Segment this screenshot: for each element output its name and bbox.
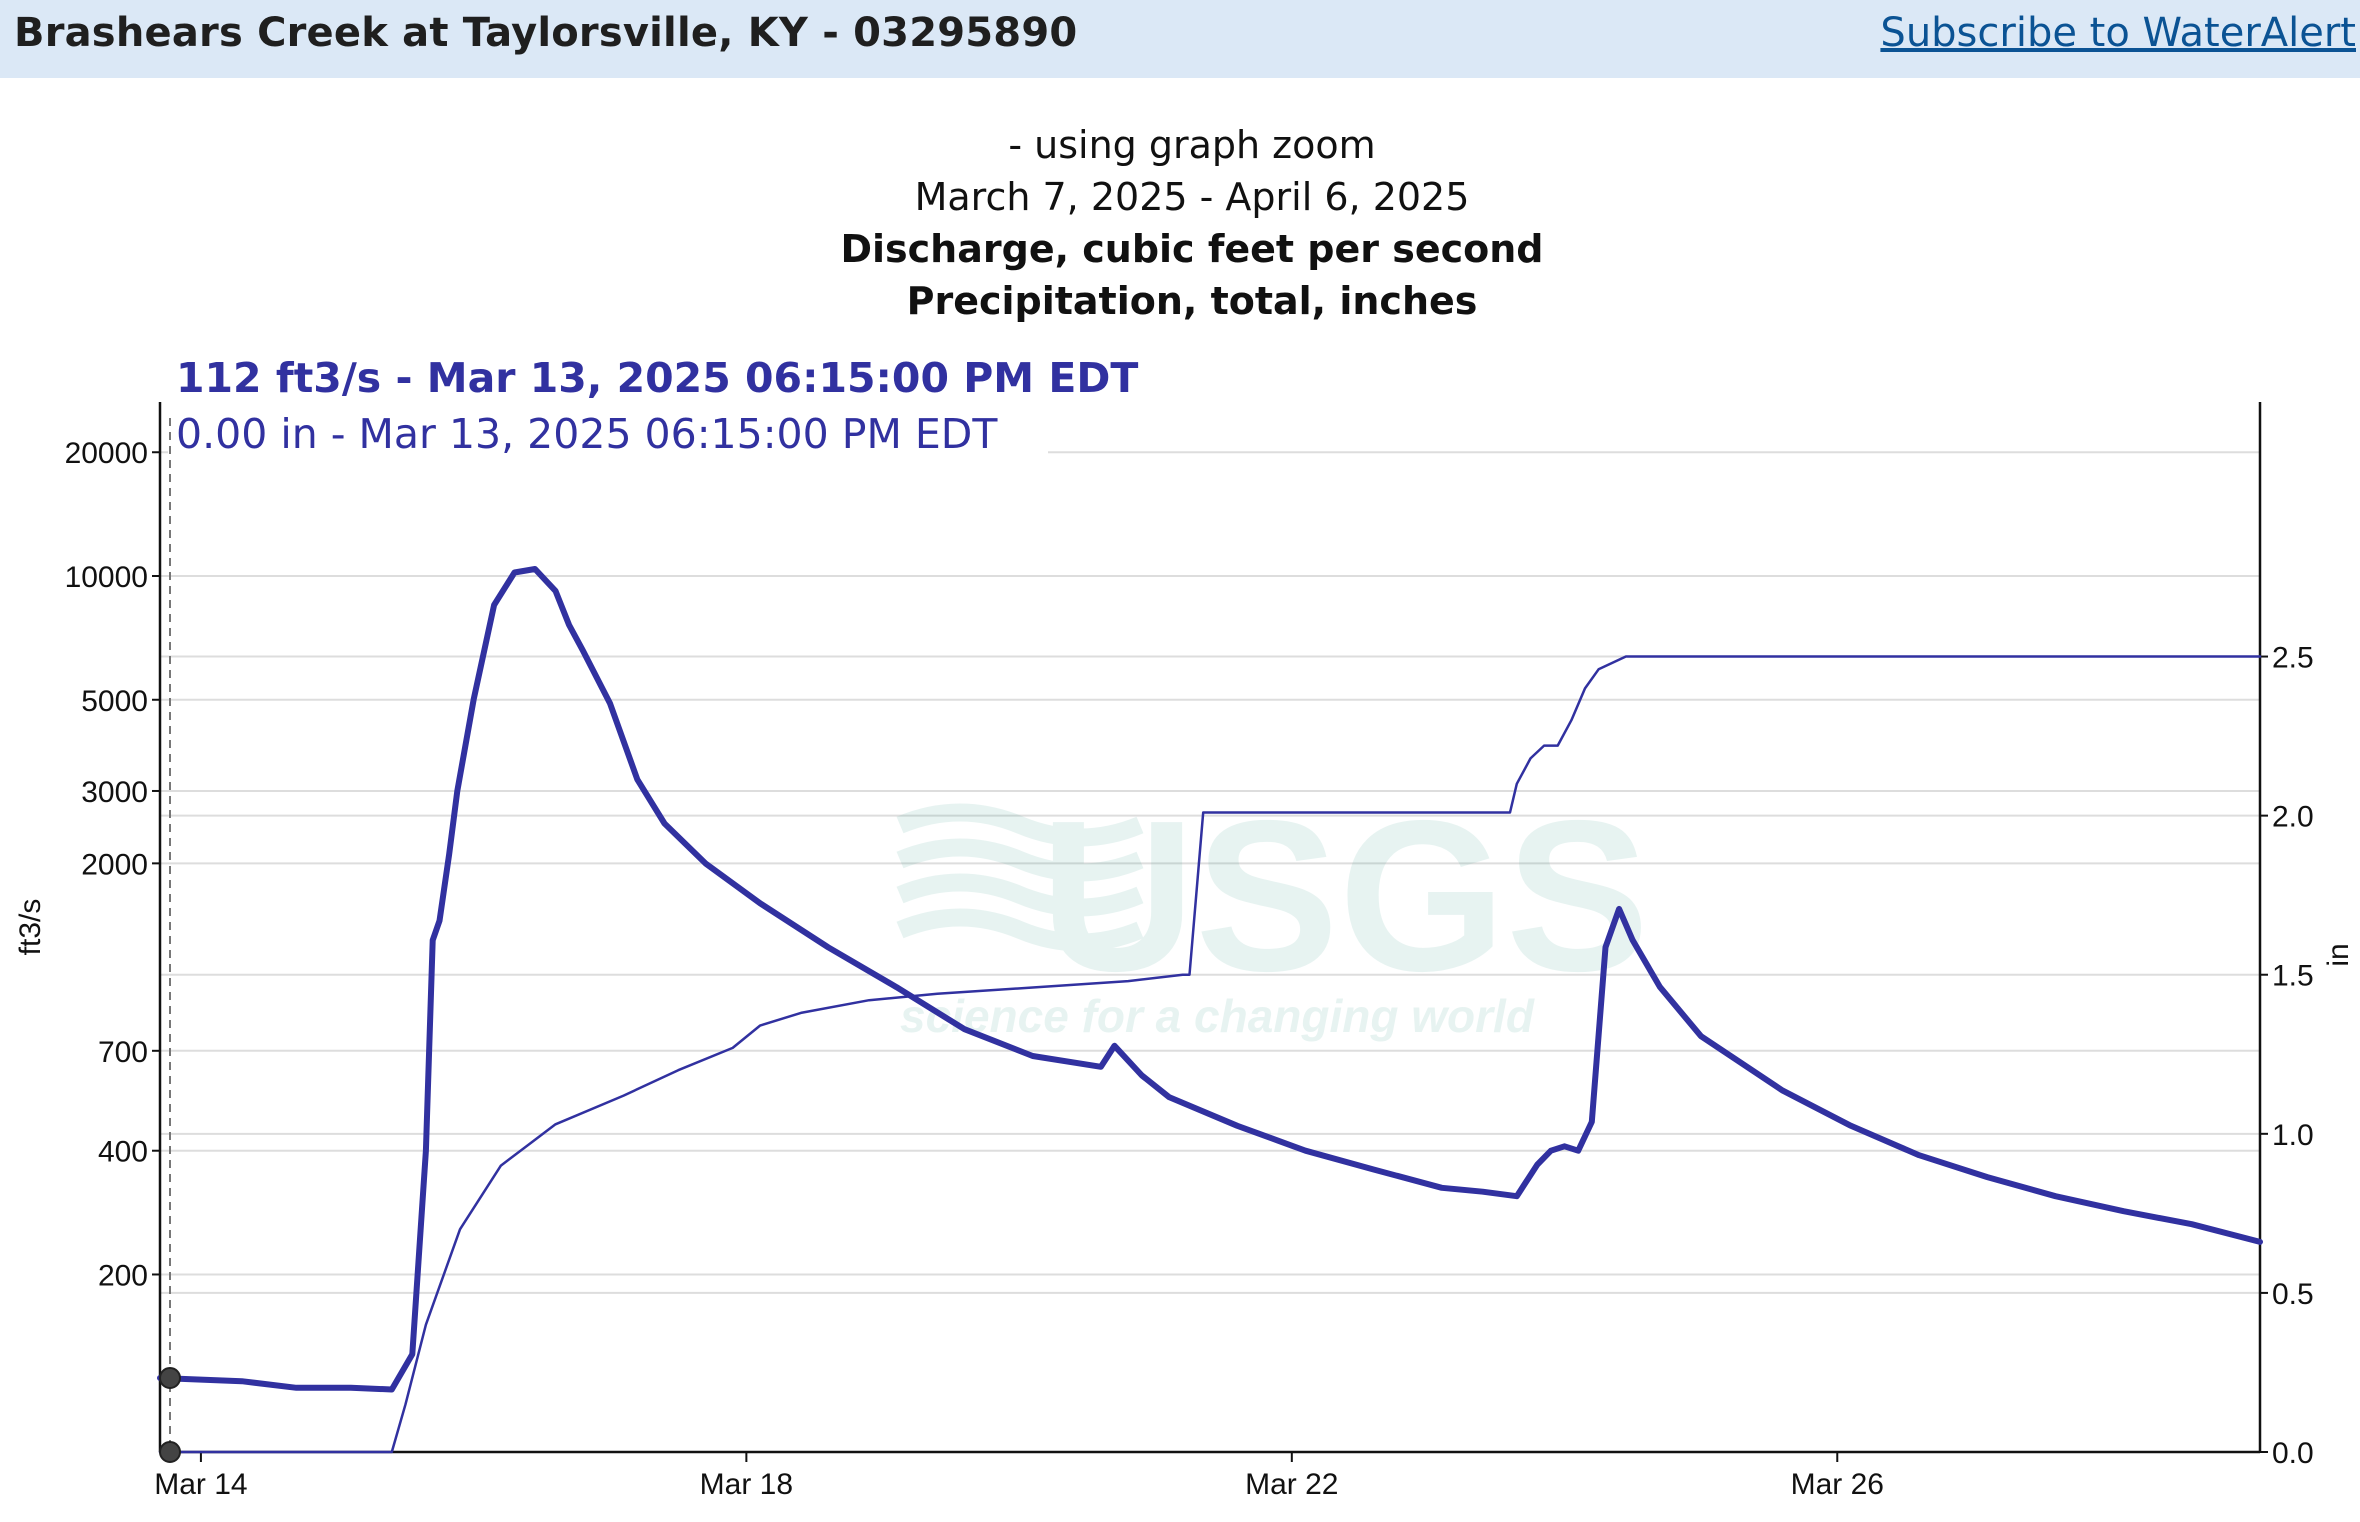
- tooltip-background: [168, 402, 1048, 458]
- usgs-wave-icon: [896, 803, 1144, 952]
- cursor-point-discharge: [159, 1367, 181, 1390]
- chart-title-line: Precipitation, total, inches: [907, 279, 1478, 323]
- y-right-tick-label: 1.0: [2272, 1119, 2314, 1152]
- x-tick-label: Mar 18: [700, 1468, 793, 1501]
- precipitation-series-line: [158, 655, 2262, 1454]
- y-left-tick-label: 700: [98, 1036, 148, 1069]
- y-left-tick-label: 5000: [81, 685, 148, 718]
- chart-subtitle: - using graph zoom: [1008, 123, 1375, 167]
- y-right-tick-label: 0.0: [2272, 1437, 2314, 1470]
- y-right-tick-label: 0.5: [2272, 1278, 2314, 1311]
- series: [157, 566, 2263, 1454]
- tooltip-discharge: 112 ft3/s - Mar 13, 2025 06:15:00 PM EDT: [176, 354, 1138, 402]
- chart-title-line: Discharge, cubic feet per second: [840, 227, 1543, 271]
- y-right-tick-label: 1.5: [2272, 960, 2314, 993]
- site-title: Brashears Creek at Taylorsville, KY - 03…: [14, 10, 1078, 56]
- y-right-axis-label: in: [2322, 943, 2355, 966]
- axes: 20000 10000 5000 3000 2000 700 400 200 2.5 2.0 1.5…: [14, 402, 2355, 1501]
- x-tick-label: Mar 22: [1245, 1468, 1338, 1501]
- y-left-tick-label: 200: [98, 1259, 148, 1292]
- usgs-watermark: USGS science for a changing world: [896, 775, 1649, 1042]
- watermark-tagline: science for a changing world: [900, 990, 1535, 1042]
- y-right-tick-label: 2.5: [2272, 642, 2314, 675]
- chart-header: - using graph zoom March 7, 2025 - April …: [168, 123, 1544, 458]
- hydrograph-chart[interactable]: USGS science for a changing world 20000 1…: [0, 78, 2360, 1522]
- y-left-tick-label: 3000: [81, 776, 148, 809]
- x-tick-label: Mar 14: [154, 1468, 247, 1501]
- gridlines: [160, 451, 2260, 1294]
- x-tick-label: Mar 26: [1791, 1468, 1884, 1501]
- y-left-axis-label: ft3/s: [14, 899, 47, 956]
- header-bar: Brashears Creek at Taylorsville, KY - 03…: [0, 0, 2360, 78]
- subscribe-link[interactable]: Subscribe to WaterAlert: [1880, 10, 2356, 56]
- tooltip-precipitation: 0.00 in - Mar 13, 2025 06:15:00 PM EDT: [176, 410, 998, 458]
- discharge-series-line: [157, 566, 2263, 1393]
- chart-date-range: March 7, 2025 - April 6, 2025: [915, 175, 1470, 219]
- cursor-point-precipitation: [159, 1441, 181, 1463]
- y-left-tick-label: 10000: [65, 561, 148, 594]
- y-right-tick-label: 2.0: [2272, 801, 2314, 834]
- watermark-logo-text: USGS: [1040, 775, 1649, 1016]
- cursor-markers: [159, 418, 181, 1463]
- y-left-tick-label: 400: [98, 1136, 148, 1169]
- y-left-tick-label: 20000: [65, 437, 148, 470]
- y-left-tick-label: 2000: [81, 848, 148, 881]
